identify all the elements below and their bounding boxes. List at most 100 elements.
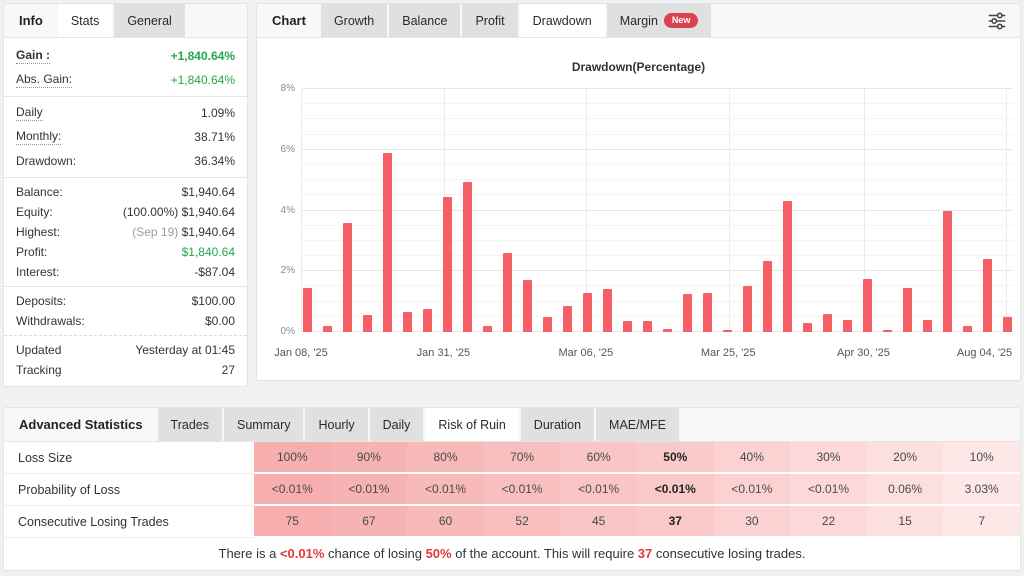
drawdown-bar[interactable]	[743, 286, 752, 332]
drawdown-bar[interactable]	[943, 210, 952, 332]
drawdown-bar[interactable]	[463, 181, 472, 332]
drawdown-bar[interactable]	[343, 222, 352, 332]
table-cell: 90%	[330, 442, 408, 474]
tab-trades[interactable]: Trades	[157, 408, 222, 441]
tab-general[interactable]: General	[114, 4, 185, 37]
info-section-label: Info	[19, 13, 43, 28]
filter-sliders-icon[interactable]	[986, 10, 1008, 32]
tracking-value: 27	[221, 363, 235, 377]
drawdown-bar[interactable]	[323, 325, 332, 332]
table-cell: <0.01%	[790, 474, 867, 506]
stat-row-gain: Gain : +1,840.64%	[4, 44, 247, 68]
table-cell: 70%	[483, 442, 561, 474]
drawdown-bar[interactable]	[583, 292, 592, 332]
drawdown-bar[interactable]	[523, 280, 532, 332]
drawdown-bar[interactable]	[303, 287, 312, 332]
drawdown-bar[interactable]	[803, 322, 812, 332]
table-cell: 22	[790, 506, 867, 538]
abs-gain-label[interactable]: Abs. Gain:	[16, 72, 73, 88]
updated-value: Yesterday at 01:45	[135, 343, 235, 357]
stat-row-tracking: Tracking 27	[4, 360, 247, 380]
gridline	[302, 300, 1013, 302]
stat-row-withdrawals: Withdrawals: $0.00	[4, 311, 247, 331]
drawdown-bar[interactable]	[643, 321, 652, 332]
table-cell: 10%	[943, 442, 1020, 474]
tab-growth[interactable]: Growth	[320, 4, 388, 37]
drawdown-bar[interactable]	[383, 152, 392, 332]
risk-note-text: consecutive losing trades.	[652, 545, 806, 561]
x-axis-label: Apr 30, '25	[837, 347, 890, 359]
drawdown-bar[interactable]	[783, 201, 792, 332]
chart-tabbar: Chart Growth Balance Profit Drawdown Margin N…	[257, 4, 1020, 38]
drawdown-bar[interactable]	[503, 253, 512, 332]
drawdown-bar[interactable]	[663, 328, 672, 332]
tab-summary[interactable]: Summary	[224, 408, 304, 441]
tab-mae-mfe[interactable]: MAE/MFE	[596, 408, 679, 441]
drawdown-bar[interactable]	[883, 330, 892, 332]
gridline	[302, 163, 1013, 165]
table-cell: 75	[254, 506, 331, 538]
divider	[4, 335, 247, 336]
drawdown-bar[interactable]	[703, 292, 712, 332]
table-cell: 45	[560, 506, 637, 538]
tab-risk-of-ruin[interactable]: Risk of Ruin	[425, 408, 519, 441]
gain-label[interactable]: Gain :	[16, 48, 51, 64]
drawdown-bar[interactable]	[763, 260, 772, 332]
tab-stats[interactable]: Stats	[57, 4, 113, 37]
gridline	[302, 270, 1013, 272]
x-axis-label: Mar 25, '25	[700, 347, 756, 359]
table-row-label: Probability of Loss	[4, 474, 254, 506]
drawdown-bar[interactable]	[403, 312, 412, 332]
tab-profit[interactable]: Profit	[462, 4, 518, 37]
drawdown-bar[interactable]	[443, 196, 452, 332]
drawdown-bar[interactable]	[363, 315, 372, 332]
drawdown-bar[interactable]	[983, 259, 992, 332]
gridline	[302, 88, 1013, 89]
drawdown-bar[interactable]	[563, 306, 572, 332]
drawdown-bar[interactable]	[423, 309, 432, 332]
daily-label[interactable]: Daily	[16, 105, 43, 121]
drawdown-bar[interactable]	[603, 289, 612, 332]
x-axis-label: Jan 08, '25	[274, 347, 328, 359]
balance-label: Balance:	[16, 185, 63, 199]
equity-value: (100.00%) $1,940.64	[122, 205, 235, 219]
gridline	[302, 133, 1013, 135]
drawdown-bar[interactable]	[823, 313, 832, 332]
tab-hourly[interactable]: Hourly	[305, 408, 368, 441]
tab-drawdown[interactable]: Drawdown	[519, 4, 605, 37]
table-cell: 7	[943, 506, 1020, 538]
table-cell: 37	[636, 506, 714, 538]
tab-daily[interactable]: Daily	[369, 408, 424, 441]
drawdown-bar[interactable]	[543, 316, 552, 332]
stat-row-balance: Balance: $1,940.64	[4, 182, 247, 202]
divider	[4, 177, 247, 178]
new-badge: New	[663, 13, 699, 28]
tab-margin[interactable]: Margin New	[606, 4, 712, 37]
risk-highlight-value: 37	[637, 545, 653, 561]
drawdown-bar[interactable]	[903, 287, 912, 332]
chart-section-label: Chart	[272, 13, 306, 28]
drawdown-bar[interactable]	[483, 325, 492, 332]
drawdown-bar[interactable]	[843, 319, 852, 332]
y-axis-label: 8%	[280, 83, 295, 94]
drawdown-bar[interactable]	[923, 319, 932, 332]
drawdown-bar[interactable]	[723, 330, 732, 332]
tab-balance[interactable]: Balance	[389, 4, 461, 37]
table-cell: 50%	[636, 442, 714, 474]
table-cell: 0.06%	[866, 474, 944, 506]
table-cell: <0.01%	[483, 474, 561, 506]
abs-gain-value: +1,840.64%	[170, 73, 235, 87]
drawdown-bar[interactable]	[863, 278, 872, 332]
vertical-gridline	[728, 89, 730, 332]
tab-duration[interactable]: Duration	[520, 408, 595, 441]
drawdown-bar[interactable]	[1003, 316, 1012, 332]
monthly-label[interactable]: Monthly:	[16, 129, 62, 145]
updated-label: Updated	[16, 343, 62, 357]
drawdown-bar[interactable]	[963, 325, 972, 332]
table-row-label: Loss Size	[4, 442, 254, 474]
gridline	[302, 118, 1013, 120]
drawdown-bar[interactable]	[623, 321, 632, 332]
drawdown-bar[interactable]	[683, 294, 692, 332]
bars-container	[302, 89, 1013, 332]
risk-highlight-value: <0.01%	[279, 545, 325, 561]
